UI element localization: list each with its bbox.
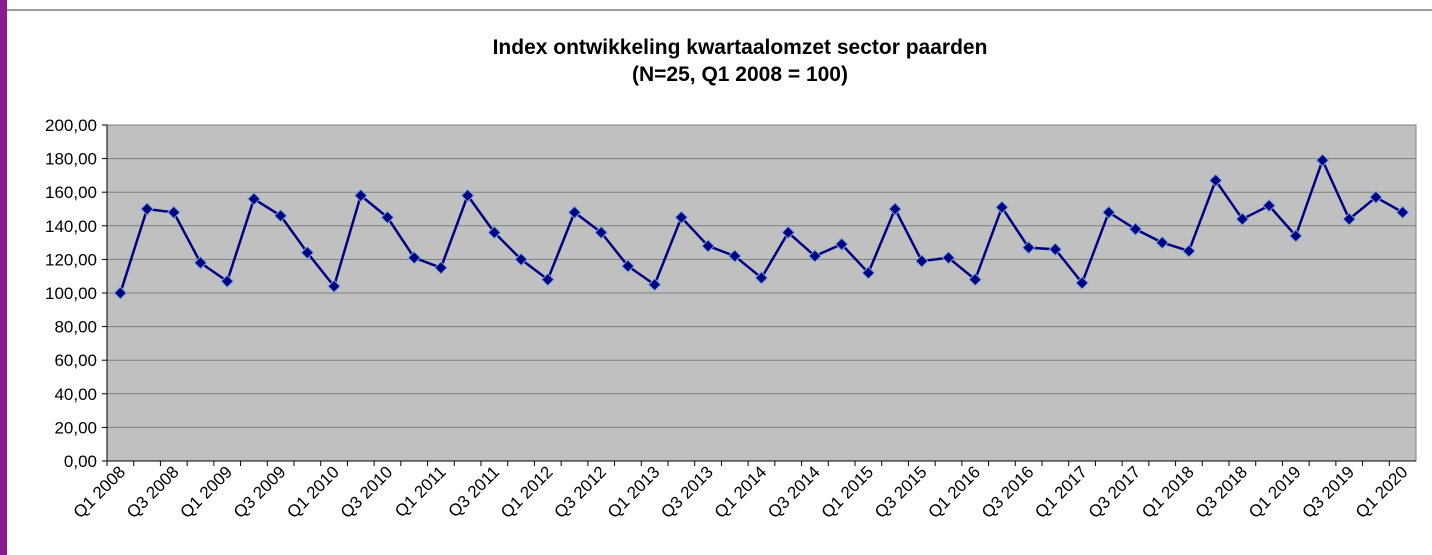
data-marker [1369,190,1383,204]
data-marker [1075,276,1089,290]
y-tick-label: 60,00 [54,351,97,370]
data-marker [701,239,715,253]
y-tick-label: 160,00 [45,183,97,202]
x-tick-label: Q3 2013 [657,462,717,522]
x-tick-label: Q3 2008 [123,462,183,522]
x-tick-label: Q3 2017 [1085,462,1145,522]
x-tick-label: Q3 2015 [871,462,931,522]
data-marker [460,188,475,203]
x-tick-label: Q1 2008 [70,462,130,522]
data-marker [1021,240,1036,255]
x-tick-label: Q1 2016 [924,462,984,522]
side-border [0,0,7,555]
data-marker [434,261,448,275]
data-marker [1289,229,1303,243]
data-marker [834,237,849,251]
y-tick-label: 100,00 [45,284,97,303]
data-marker [941,251,956,265]
data-marker [647,277,662,292]
data-marker [140,202,154,216]
x-tick-label: Q3 2009 [230,462,290,522]
data-marker [888,202,902,216]
x-tick-label: Q1 2018 [1138,462,1198,522]
x-tick-label: Q1 2011 [391,462,450,521]
data-marker [193,256,208,270]
data-marker [781,225,795,240]
data-marker [567,205,582,220]
y-tick-label: 80,00 [54,318,97,337]
data-marker [995,200,1009,215]
chart-subtitle: (N=25, Q1 2008 = 100) [632,63,848,86]
data-marker [300,245,315,260]
data-marker [220,274,234,288]
x-tick-label: Q3 2011 [445,462,504,521]
x-tick-label: Q1 2012 [497,462,557,522]
data-marker [621,259,635,273]
data-marker [354,188,368,203]
data-marker [487,225,502,240]
data-marker [167,205,181,220]
data-marker [674,210,689,225]
data-marker [1102,205,1116,220]
data-marker [808,249,822,263]
x-tick-label: Q3 2016 [978,462,1038,522]
data-marker [1262,198,1276,213]
data-marker [915,254,929,268]
data-marker [327,279,341,293]
data-marker [754,271,769,285]
y-tick-label: 40,00 [54,385,97,404]
data-marker [1235,212,1250,226]
data-marker [1342,212,1356,226]
x-tick-label: Q1 2009 [176,462,236,522]
x-tick-label: Q1 2013 [604,462,664,522]
y-tick-label: 20,00 [54,418,97,437]
data-marker [541,272,555,287]
x-tick-label: Q3 2019 [1298,462,1358,522]
x-tick-label: Q3 2012 [550,462,610,522]
data-marker [728,249,742,263]
data-marker [247,192,261,206]
data-marker [113,286,128,300]
data-marker [380,210,395,225]
data-marker [1208,173,1223,188]
data-marker [407,251,421,265]
data-marker [968,272,982,287]
data-marker [1182,244,1196,258]
data-marker [1128,222,1143,236]
x-tick-label: Q1 2010 [283,462,343,522]
x-tick-label: Q3 2018 [1192,462,1252,522]
data-marker [861,266,876,280]
data-marker [1155,235,1169,250]
y-tick-label: 0,00 [64,452,97,471]
x-tick-label: Q1 2014 [711,462,771,522]
y-tick-label: 140,00 [45,217,97,236]
x-tick-label: Q3 2014 [764,462,824,522]
y-tick-label: 120,00 [45,250,97,269]
data-marker [594,225,608,240]
x-tick-label: Q1 2019 [1245,462,1305,522]
x-tick-label: Q1 2015 [818,462,878,522]
data-marker [1048,242,1063,257]
data-marker [273,209,288,223]
y-tick-label: 180,00 [45,150,97,169]
x-tick-label: Q1 2017 [1031,462,1091,522]
data-marker [1395,205,1410,220]
data-marker [1315,153,1330,167]
chart-title: Index ontwikkeling kwartaalomzet sector … [493,36,988,59]
x-tick-label: Q3 2010 [337,462,397,522]
y-tick-label: 200,00 [45,116,97,135]
data-marker [514,252,528,267]
x-tick-label: Q1 2020 [1352,462,1412,522]
